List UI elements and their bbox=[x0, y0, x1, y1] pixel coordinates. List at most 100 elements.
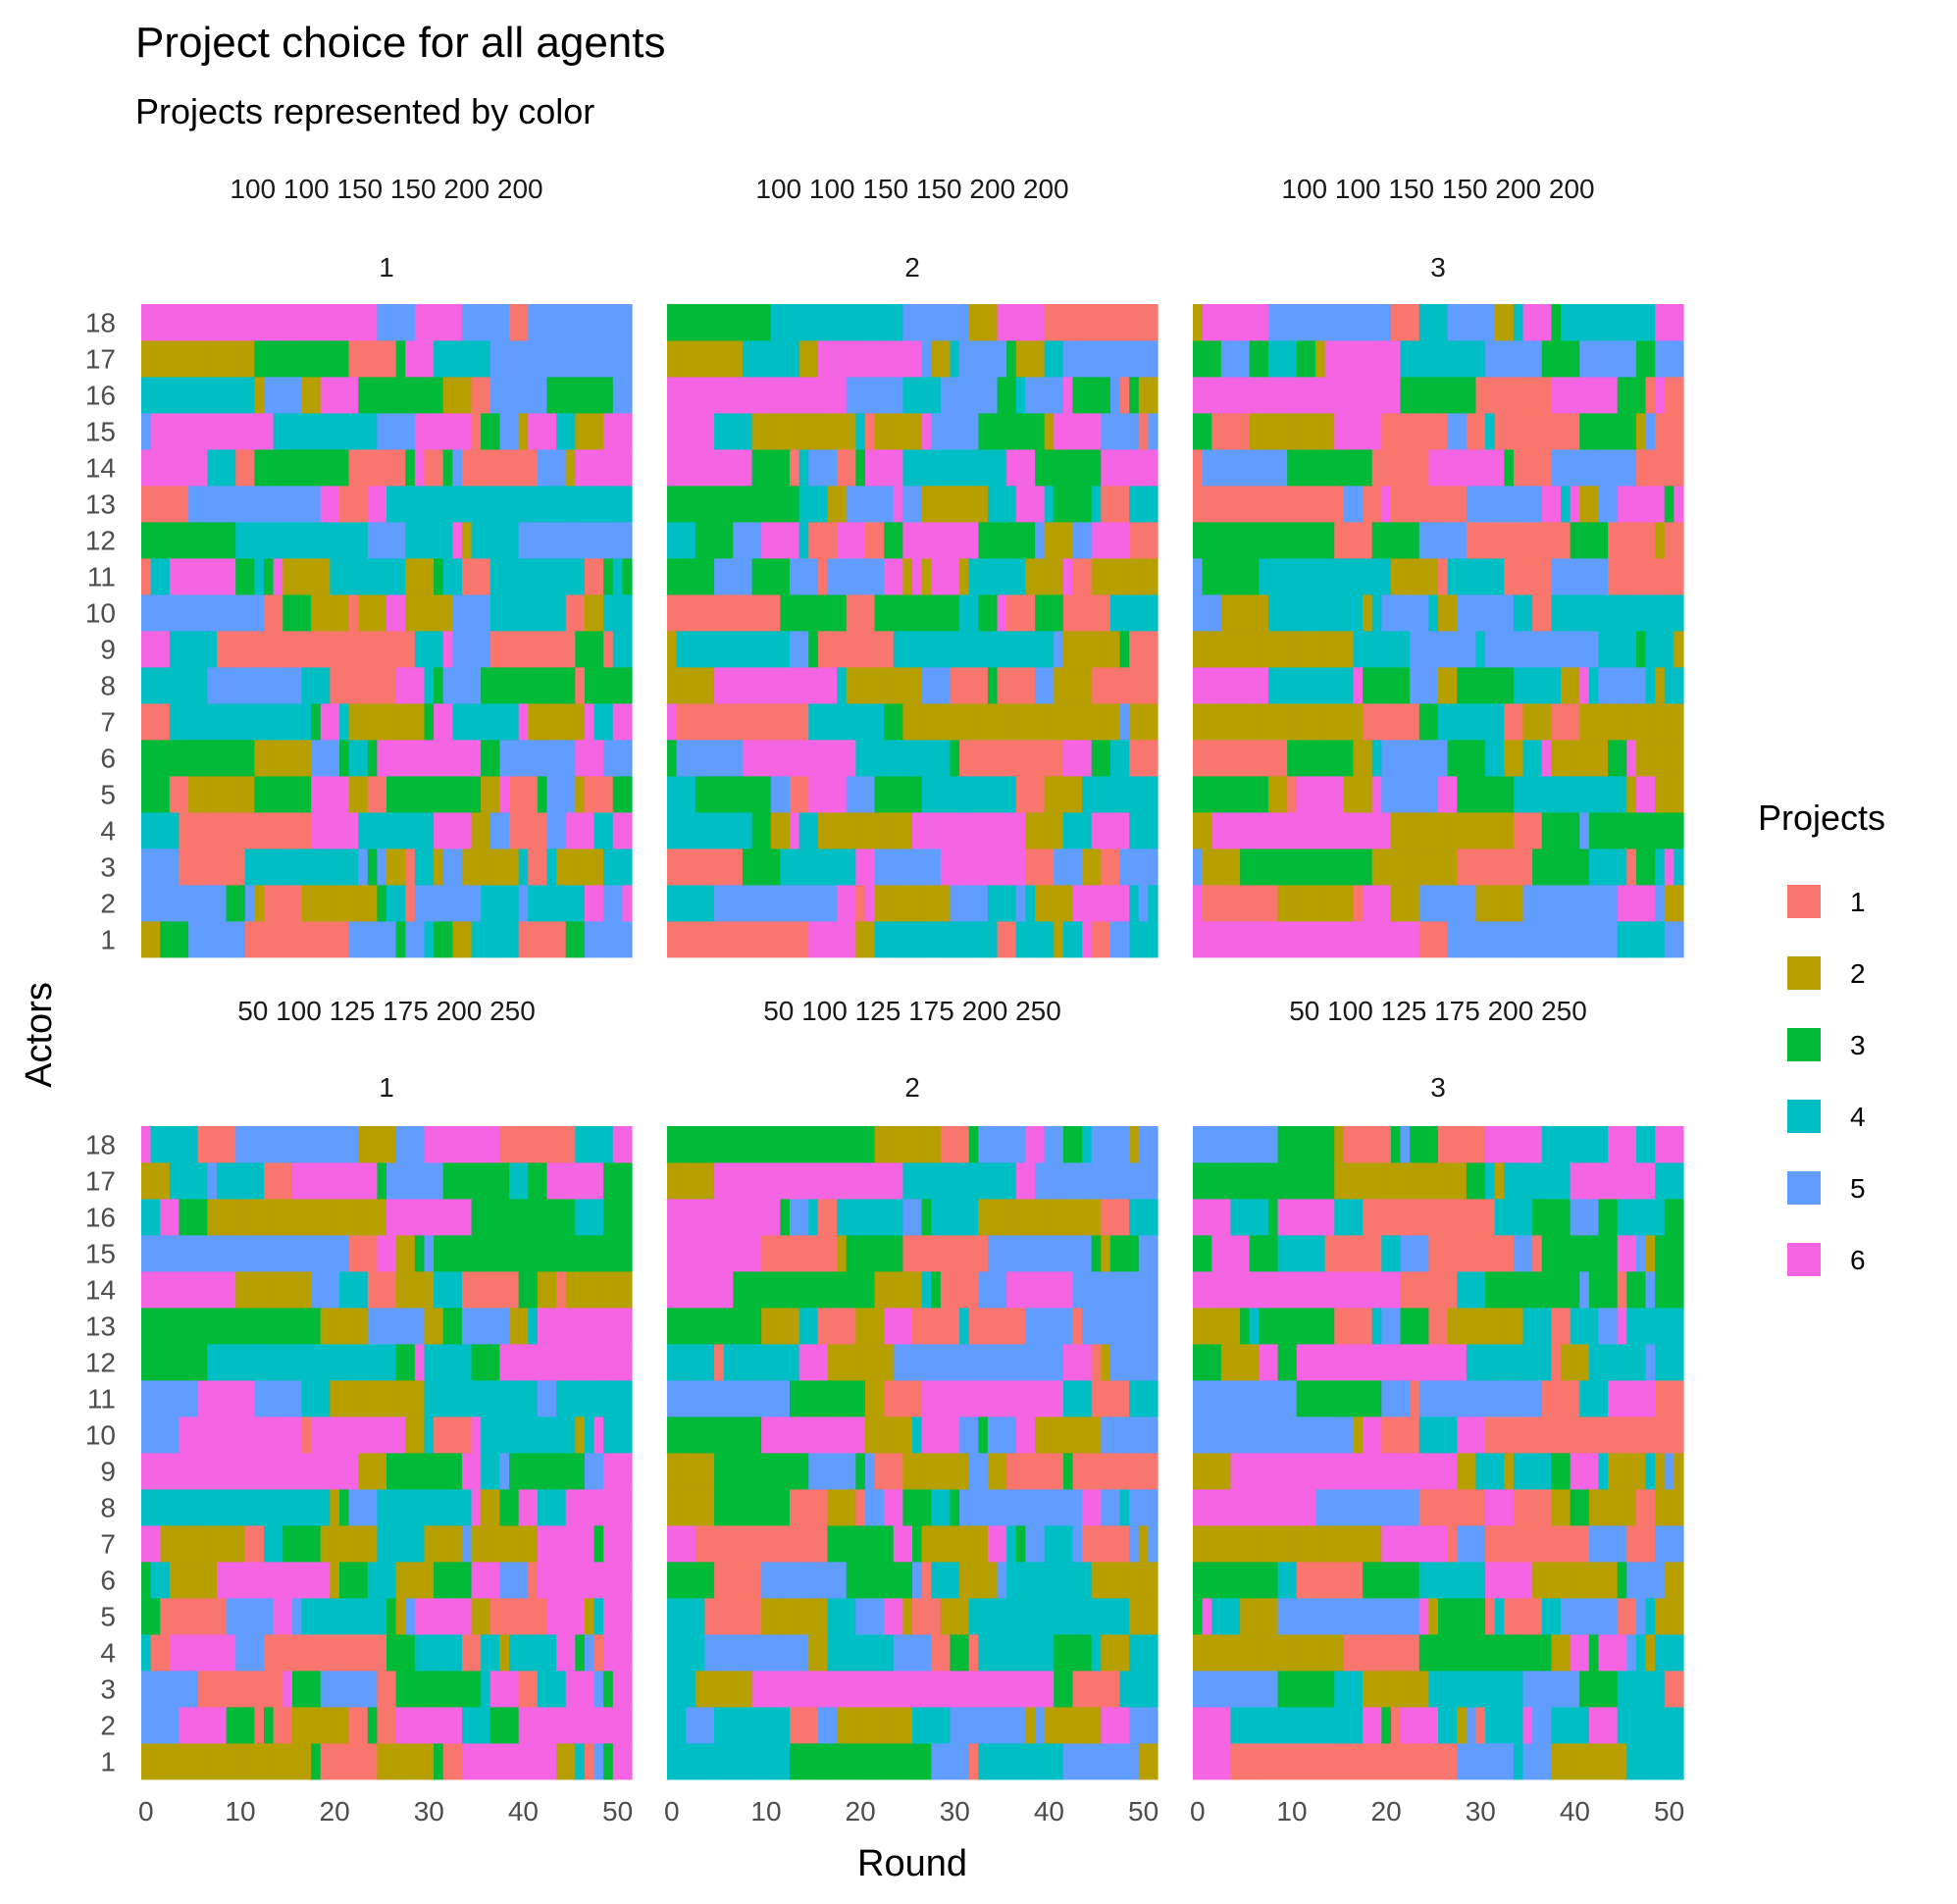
tile bbox=[358, 522, 369, 559]
tile bbox=[1240, 776, 1251, 813]
tile bbox=[603, 1199, 614, 1236]
tile bbox=[593, 812, 604, 849]
tile bbox=[667, 1598, 678, 1635]
tile bbox=[1494, 1671, 1505, 1708]
tile bbox=[301, 812, 312, 849]
tile bbox=[714, 1162, 725, 1200]
tile bbox=[940, 304, 952, 341]
tile bbox=[452, 304, 463, 341]
tile bbox=[742, 1271, 753, 1309]
tile bbox=[291, 304, 303, 341]
tile bbox=[808, 1126, 819, 1163]
tile bbox=[509, 740, 520, 777]
tile bbox=[481, 449, 491, 487]
tile bbox=[188, 921, 199, 958]
tile bbox=[723, 703, 734, 741]
tile bbox=[1418, 812, 1429, 849]
tile bbox=[434, 1344, 444, 1381]
tile bbox=[291, 594, 303, 632]
tile bbox=[1438, 340, 1449, 378]
tile bbox=[1220, 776, 1232, 813]
tile bbox=[1062, 1380, 1074, 1417]
tile bbox=[330, 449, 340, 487]
tile bbox=[1410, 1562, 1420, 1599]
tile bbox=[1025, 1416, 1036, 1454]
tile bbox=[1324, 1743, 1335, 1780]
tile bbox=[761, 1598, 772, 1635]
tile bbox=[395, 486, 406, 523]
tile bbox=[1072, 1271, 1083, 1309]
tile bbox=[273, 304, 283, 341]
tile bbox=[1230, 1562, 1241, 1599]
tile bbox=[780, 885, 791, 922]
tile bbox=[264, 921, 275, 958]
tile bbox=[235, 703, 246, 741]
tile bbox=[742, 703, 753, 741]
tile bbox=[216, 921, 228, 958]
tile bbox=[808, 631, 819, 668]
tile bbox=[884, 304, 895, 341]
tile bbox=[723, 776, 734, 813]
tile bbox=[537, 1162, 548, 1200]
tile bbox=[864, 849, 876, 886]
tile bbox=[1541, 1707, 1552, 1744]
tile bbox=[273, 449, 283, 487]
tile bbox=[940, 522, 952, 559]
tile bbox=[695, 1743, 706, 1780]
tile bbox=[452, 1235, 463, 1272]
tile bbox=[808, 667, 819, 704]
tile bbox=[695, 340, 706, 378]
tile bbox=[622, 921, 633, 958]
tile bbox=[461, 377, 473, 414]
tile bbox=[160, 522, 171, 559]
tile bbox=[997, 594, 1007, 632]
tile bbox=[348, 1562, 359, 1599]
tile bbox=[348, 1489, 359, 1526]
tile bbox=[1635, 377, 1647, 414]
tile bbox=[471, 1308, 482, 1345]
tile bbox=[1390, 594, 1402, 632]
tile bbox=[216, 1525, 228, 1563]
tile bbox=[461, 1671, 473, 1708]
tile bbox=[452, 885, 463, 922]
tile bbox=[1617, 594, 1627, 632]
tile bbox=[1035, 885, 1046, 922]
tile bbox=[1202, 1634, 1212, 1672]
tile bbox=[837, 849, 848, 886]
tile bbox=[837, 1199, 848, 1236]
tile bbox=[1400, 1707, 1411, 1744]
tile bbox=[509, 522, 520, 559]
tile bbox=[1635, 449, 1647, 487]
tile bbox=[442, 449, 453, 487]
tile bbox=[817, 1308, 829, 1345]
tile bbox=[676, 812, 687, 849]
tile bbox=[537, 377, 548, 414]
tile bbox=[940, 1598, 952, 1635]
tile bbox=[827, 1562, 838, 1599]
tile bbox=[874, 340, 885, 378]
tile bbox=[291, 1489, 303, 1526]
tile bbox=[1418, 413, 1429, 450]
tile bbox=[1664, 1634, 1674, 1672]
tile bbox=[377, 558, 387, 595]
tile bbox=[1504, 1707, 1515, 1744]
tile bbox=[283, 1308, 293, 1345]
tile bbox=[855, 1562, 866, 1599]
tile bbox=[676, 1562, 687, 1599]
tile bbox=[509, 1489, 520, 1526]
tile bbox=[1035, 1598, 1046, 1635]
tile bbox=[499, 631, 510, 668]
tile bbox=[808, 1525, 819, 1563]
tile bbox=[723, 812, 734, 849]
tile bbox=[1410, 740, 1420, 777]
tile bbox=[1035, 1344, 1046, 1381]
tile bbox=[1035, 1743, 1046, 1780]
tile bbox=[1390, 449, 1402, 487]
tile bbox=[1655, 558, 1666, 595]
tile bbox=[1054, 1671, 1064, 1708]
tile bbox=[1504, 558, 1515, 595]
tile bbox=[197, 1126, 208, 1163]
tile bbox=[338, 1743, 350, 1780]
tile bbox=[291, 1707, 303, 1744]
tile bbox=[1561, 522, 1571, 559]
